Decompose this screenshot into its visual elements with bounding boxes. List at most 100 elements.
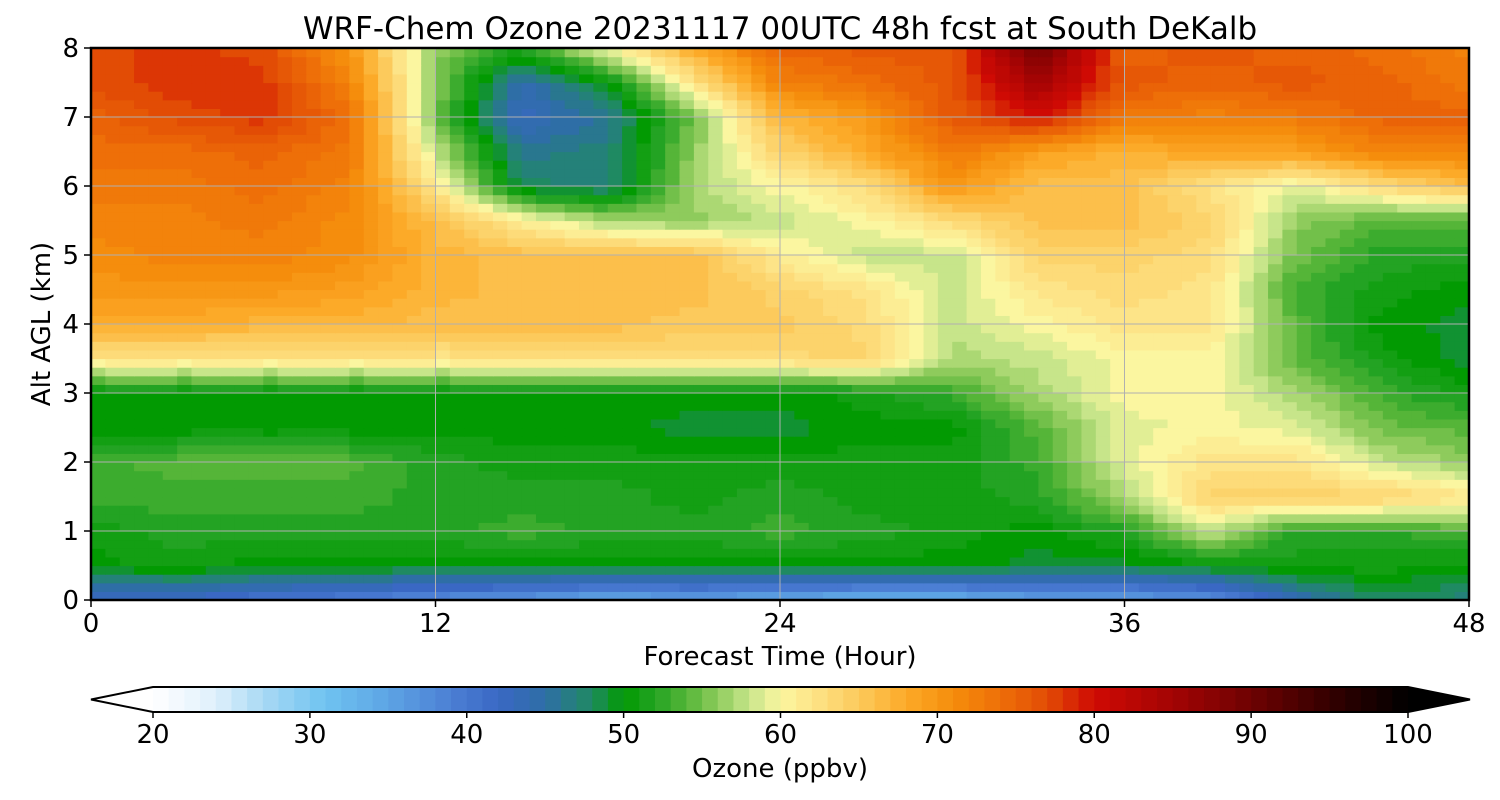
heatmap-cell <box>349 410 365 420</box>
heatmap-cell <box>1124 220 1140 230</box>
heatmap-cell <box>507 211 523 222</box>
heatmap-cell <box>736 462 752 472</box>
heatmap-cell <box>1325 479 1341 489</box>
heatmap-cell <box>722 255 738 265</box>
heatmap-cell <box>435 280 451 291</box>
heatmap-cell <box>1296 548 1312 558</box>
heatmap-cell <box>1196 280 1212 291</box>
heatmap-cell <box>823 324 839 334</box>
heatmap-cell <box>162 168 178 178</box>
heatmap-cell <box>952 556 968 567</box>
heatmap-cell <box>909 168 925 178</box>
heatmap-cell <box>1095 591 1111 600</box>
heatmap-cell <box>823 401 839 411</box>
heatmap-cell <box>1024 496 1039 506</box>
heatmap-cell <box>1411 289 1427 299</box>
heatmap-cell <box>1440 298 1456 308</box>
heatmap-cell <box>1425 539 1441 549</box>
heatmap-cell <box>1095 565 1111 575</box>
heatmap-cell <box>234 237 250 247</box>
heatmap-cell <box>823 211 839 222</box>
heatmap-cell <box>277 229 293 239</box>
heatmap-cell <box>291 393 307 403</box>
heatmap-cell <box>148 332 164 342</box>
heatmap-cell <box>1440 401 1456 411</box>
heatmap-cell <box>564 393 580 403</box>
heatmap-cell <box>1009 487 1025 498</box>
heatmap-cell <box>650 393 666 403</box>
heatmap-cell <box>406 427 422 437</box>
heatmap-cell <box>550 168 566 178</box>
heatmap-cell <box>205 341 221 351</box>
heatmap-cell <box>1110 513 1126 523</box>
heatmap-cell <box>808 289 824 299</box>
heatmap-cell <box>291 358 307 368</box>
heatmap-cell <box>191 453 207 463</box>
heatmap-cell <box>1038 531 1054 541</box>
heatmap-cell <box>909 436 925 446</box>
heatmap-cell <box>1196 436 1212 446</box>
heatmap-cell <box>923 539 939 549</box>
heatmap-cell <box>220 151 236 161</box>
heatmap-cell <box>449 591 465 600</box>
heatmap-cell <box>909 246 925 256</box>
heatmap-cell <box>464 194 480 204</box>
heatmap-cell <box>1009 505 1025 515</box>
heatmap-cell <box>1296 444 1312 454</box>
heatmap-cell <box>320 306 336 316</box>
heatmap-cell <box>708 203 724 213</box>
heatmap-cell <box>392 582 408 592</box>
heatmap-cell <box>291 332 307 342</box>
heatmap-cell <box>119 220 135 230</box>
heatmap-cell <box>205 384 221 394</box>
heatmap-cell <box>1196 263 1212 273</box>
heatmap-cell <box>966 479 982 489</box>
heatmap-cell <box>1124 591 1140 600</box>
heatmap-cell <box>736 246 752 256</box>
heatmap-cell <box>1153 332 1169 342</box>
heatmap-cell <box>105 591 121 600</box>
heatmap-cell <box>263 358 279 368</box>
heatmap-cell <box>880 220 896 230</box>
heatmap-cell <box>1024 565 1039 575</box>
heatmap-cell <box>306 418 322 429</box>
heatmap-cell <box>765 548 781 558</box>
heatmap-cell <box>478 211 494 222</box>
heatmap-cell <box>1009 418 1025 429</box>
heatmap-cell <box>722 358 738 368</box>
heatmap-cell <box>980 505 996 515</box>
heatmap-cell <box>1038 280 1054 291</box>
heatmap-cell <box>134 556 150 567</box>
heatmap-cell <box>1024 384 1039 394</box>
heatmap-cell <box>1253 341 1269 351</box>
heatmap-cell <box>765 462 781 472</box>
heatmap-cell <box>679 280 695 291</box>
heatmap-cell <box>1138 349 1154 360</box>
heatmap-cell <box>1167 255 1183 265</box>
heatmap-cell <box>234 470 250 480</box>
heatmap-cell <box>1081 315 1097 325</box>
heatmap-cell <box>205 470 221 480</box>
heatmap-cell <box>205 211 221 222</box>
heatmap-cell <box>1052 591 1068 600</box>
heatmap-cell <box>507 470 523 480</box>
heatmap-cell <box>435 522 451 532</box>
heatmap-cell <box>148 384 164 394</box>
heatmap-cell <box>679 246 695 256</box>
heatmap-cell <box>105 487 121 498</box>
heatmap-cell <box>1196 211 1212 222</box>
heatmap-cell <box>636 194 652 204</box>
heatmap-cell <box>1038 539 1054 549</box>
heatmap-cell <box>492 272 508 282</box>
heatmap-cell <box>277 401 293 411</box>
heatmap-cell <box>794 436 810 446</box>
heatmap-cell <box>134 220 150 230</box>
heatmap-cell <box>1411 462 1427 472</box>
heatmap-cell <box>1454 393 1469 403</box>
heatmap-cell <box>1110 332 1126 342</box>
heatmap-cell <box>378 427 394 437</box>
heatmap-cell <box>220 556 236 567</box>
heatmap-cell <box>263 211 279 222</box>
heatmap-cell <box>1325 160 1341 170</box>
heatmap-cell <box>1196 203 1212 213</box>
